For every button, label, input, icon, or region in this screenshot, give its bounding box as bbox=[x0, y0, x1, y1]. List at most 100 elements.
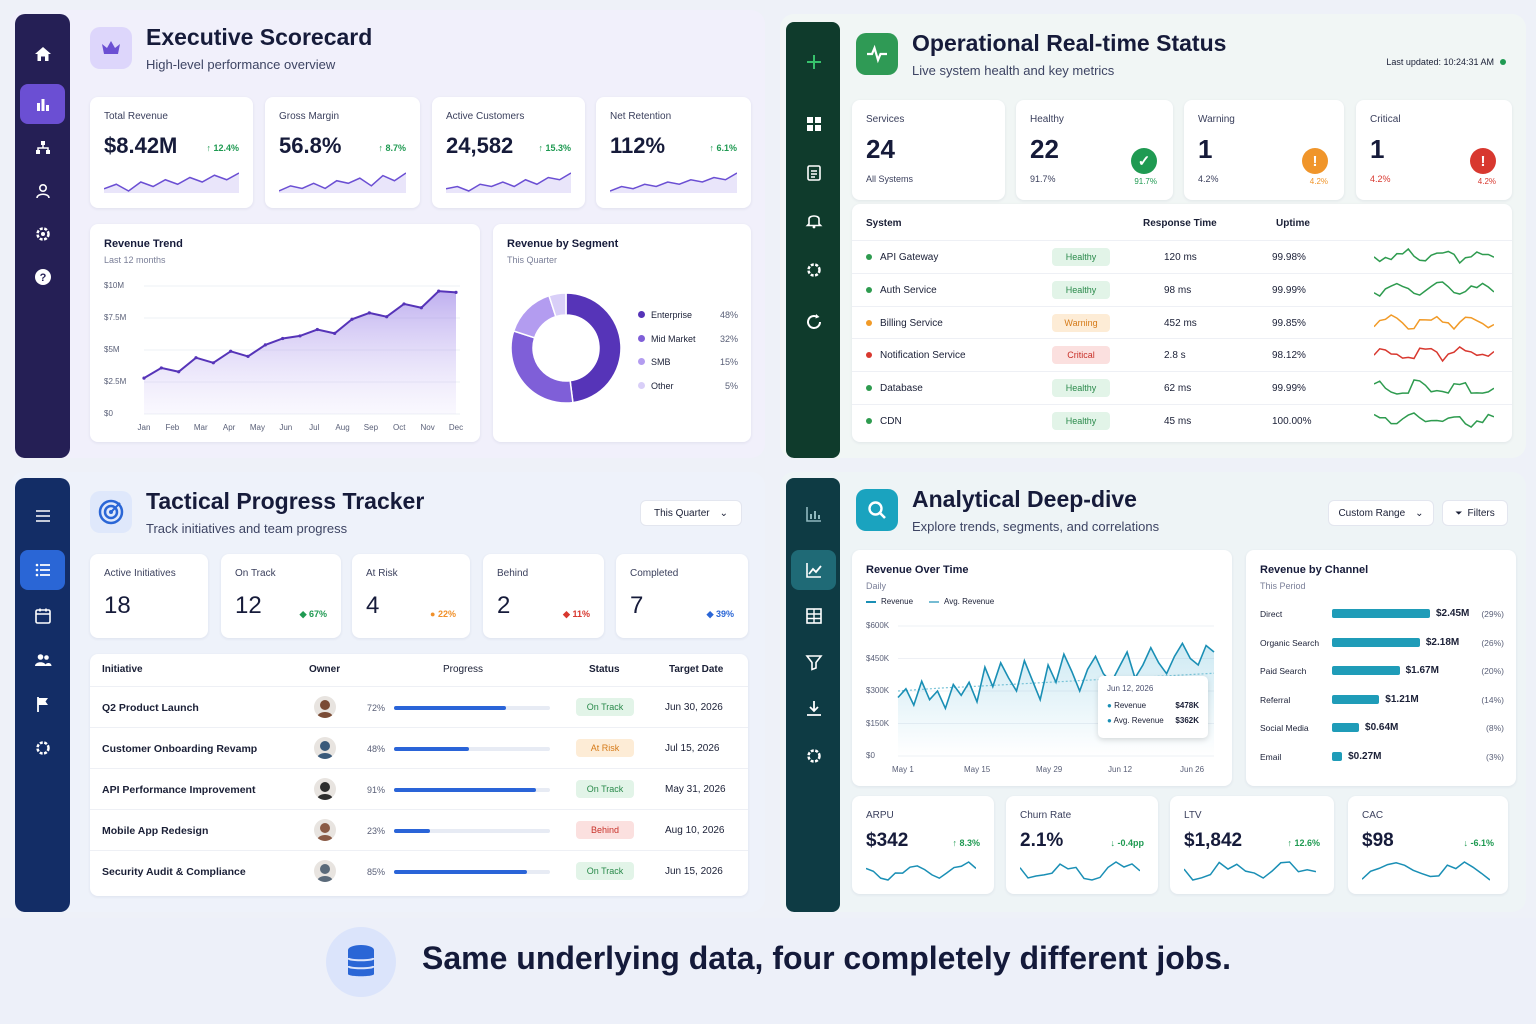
initiative-name: Mobile App Redesign bbox=[102, 825, 209, 837]
period-dropdown[interactable]: This Quarter ⌄ bbox=[640, 500, 742, 526]
trend-point bbox=[194, 356, 198, 360]
initiative-row[interactable]: Customer Onboarding Revamp 48% At Risk Jul … bbox=[90, 727, 748, 768]
help-icon[interactable]: ? bbox=[20, 257, 65, 297]
channel-name: Social Media bbox=[1260, 723, 1309, 733]
status-dot bbox=[866, 254, 872, 260]
system-row[interactable]: Database Healthy 62 ms 99.99% bbox=[852, 371, 1512, 403]
initiative-name: Security Audit & Compliance bbox=[102, 866, 246, 878]
bar-chart-icon[interactable] bbox=[20, 84, 65, 124]
channel-name: Paid Search bbox=[1260, 666, 1307, 676]
channel-subtitle: This Period bbox=[1260, 581, 1306, 591]
status-badge: Critical bbox=[1052, 346, 1110, 365]
clipboard-icon[interactable] bbox=[791, 152, 836, 192]
system-row[interactable]: Billing Service Warning 452 ms 99.85% bbox=[852, 305, 1512, 338]
arrow-down-icon: ↓ bbox=[1463, 838, 1471, 848]
kpi-card: Total Revenue $8.42M ↑ 12.4% bbox=[90, 97, 253, 208]
chart-axis-icon[interactable] bbox=[791, 494, 836, 534]
initiative-row[interactable]: Security Audit & Compliance 85% On Track Ju… bbox=[90, 850, 748, 891]
progress-pct: 91% bbox=[367, 785, 386, 795]
kpi-label: CAC bbox=[1362, 810, 1384, 821]
gear-icon[interactable] bbox=[20, 214, 65, 254]
chevron-down-icon: ⌄ bbox=[1415, 507, 1424, 519]
initiative-row[interactable]: Mobile App Redesign 23% Behind Aug 10, 2026 bbox=[90, 809, 748, 850]
gear-icon[interactable] bbox=[20, 728, 65, 768]
trend-point bbox=[437, 289, 441, 293]
channel-row: Referral $1.21M (14%) bbox=[1260, 693, 1504, 707]
gear-icon[interactable] bbox=[791, 250, 836, 290]
segment-subtitle: This Quarter bbox=[507, 255, 558, 265]
team-icon[interactable] bbox=[20, 640, 65, 680]
marker-icon: ◆ bbox=[563, 609, 573, 619]
status-dot bbox=[866, 352, 872, 359]
anal-sidebar bbox=[786, 478, 840, 912]
channel-row: Social Media $0.64M (8%) bbox=[1260, 721, 1504, 735]
gear-icon[interactable] bbox=[791, 736, 836, 776]
x-tick: Mar bbox=[194, 423, 208, 432]
period-label: This Quarter bbox=[654, 507, 710, 519]
status-badge: On Track bbox=[576, 780, 634, 798]
progress-track bbox=[394, 870, 550, 874]
kpi-badge-pct: 4.2% bbox=[1477, 177, 1496, 186]
target-date: Jun 30, 2026 bbox=[665, 702, 723, 713]
calendar-icon[interactable] bbox=[20, 596, 65, 636]
revenue-over-time-chart bbox=[897, 625, 1215, 757]
x-tick: Feb bbox=[165, 423, 179, 432]
marker-icon: ● bbox=[430, 609, 438, 619]
progress-track bbox=[394, 747, 550, 751]
ops-kpi-card: Healthy 22 91.7% ✓ 91.7% bbox=[1016, 100, 1173, 200]
system-row[interactable]: CDN Healthy 45 ms 100.00% bbox=[852, 404, 1512, 436]
refresh-icon[interactable] bbox=[791, 302, 836, 342]
kpi-delta-value: 12.6% bbox=[1294, 838, 1320, 848]
status-badge: Healthy bbox=[1052, 248, 1110, 266]
search-icon bbox=[856, 489, 898, 531]
exec-sidebar: ? bbox=[15, 14, 70, 458]
kpi-sparkline bbox=[865, 860, 977, 887]
executive-scorecard-panel: ? Executive Scorecard High-level perform… bbox=[10, 10, 765, 458]
plus-icon[interactable] bbox=[791, 42, 836, 82]
filters-button[interactable]: ⏷ Filters bbox=[1442, 500, 1508, 526]
kpi-value: 1 bbox=[1198, 134, 1213, 164]
kpi-delta-value: 8.7% bbox=[385, 143, 406, 153]
initiative-name: API Performance Improvement bbox=[102, 784, 256, 796]
progress-track bbox=[394, 788, 550, 792]
download-icon[interactable] bbox=[791, 688, 836, 728]
kpi-label: ARPU bbox=[866, 810, 894, 821]
initiative-row[interactable]: API Performance Improvement 91% On Track Ma… bbox=[90, 768, 748, 809]
x-tick: Jun bbox=[279, 423, 292, 432]
chevron-down-icon: ⌄ bbox=[719, 507, 728, 519]
marker-icon: ◆ bbox=[706, 609, 716, 619]
range-dropdown[interactable]: Custom Range ⌄ bbox=[1328, 500, 1434, 526]
legend-label: Mid Market bbox=[651, 333, 696, 344]
trend-point bbox=[333, 331, 337, 335]
kpi-delta: ↓ -6.1% bbox=[1463, 838, 1494, 848]
ops-kpi-card: Services 24 All Systems bbox=[852, 100, 1005, 200]
table-icon[interactable] bbox=[791, 596, 836, 636]
chart-tooltip: Jun 12, 2026 ● Revenue $478K ● Avg. Reven… bbox=[1098, 676, 1208, 738]
list-icon[interactable] bbox=[20, 550, 65, 590]
home-icon[interactable] bbox=[20, 34, 65, 74]
channel-title: Revenue by Channel bbox=[1260, 564, 1369, 576]
user-icon[interactable] bbox=[20, 171, 65, 211]
ops-sidebar bbox=[786, 22, 840, 458]
y-tick: $600K bbox=[866, 621, 890, 630]
uptime-sparkline bbox=[1373, 411, 1495, 432]
bell-icon[interactable] bbox=[791, 200, 836, 240]
kpi-delta: ◆ 11% bbox=[563, 609, 590, 620]
grid-icon[interactable] bbox=[791, 104, 836, 144]
line-chart-icon[interactable] bbox=[791, 550, 836, 590]
system-row[interactable]: Notification Service Critical 2.8 s 98.12% bbox=[852, 338, 1512, 370]
menu-icon[interactable] bbox=[20, 496, 65, 536]
system-row[interactable]: Auth Service Healthy 98 ms 99.99% bbox=[852, 272, 1512, 305]
legend-value: 15% bbox=[719, 357, 738, 367]
channel-name: Referral bbox=[1260, 694, 1291, 705]
system-row[interactable]: API Gateway Healthy 120 ms 99.98% bbox=[852, 240, 1512, 272]
x-tick: Apr bbox=[223, 423, 236, 432]
legend-label: Other bbox=[651, 380, 674, 391]
initiative-row[interactable]: Q2 Product Launch 72% On Track Jun 30, 2026 bbox=[90, 686, 748, 727]
progress-pct: 85% bbox=[367, 867, 386, 877]
flag-icon[interactable] bbox=[20, 684, 65, 724]
kpi-value: $342 bbox=[866, 830, 909, 851]
filter-icon[interactable] bbox=[791, 642, 836, 682]
org-chart-icon[interactable] bbox=[20, 128, 65, 168]
progress-track bbox=[394, 829, 550, 833]
